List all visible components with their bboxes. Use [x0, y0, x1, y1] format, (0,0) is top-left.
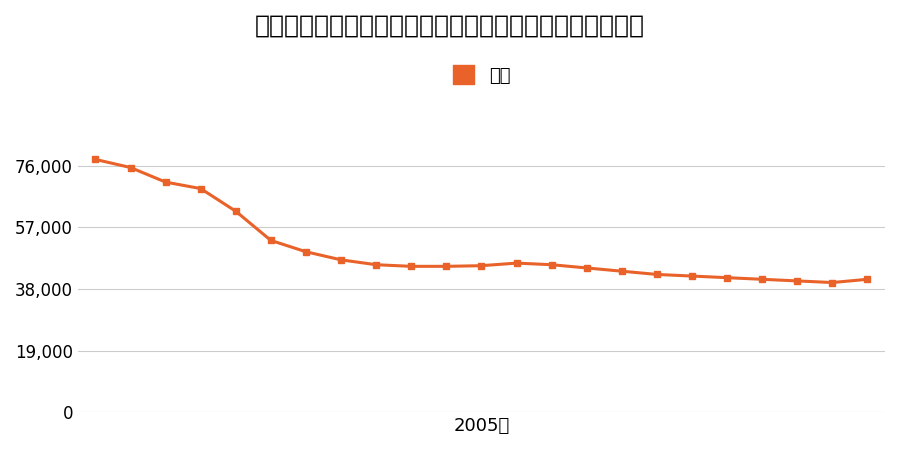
Text: 滋賀県蒲生郡竜王町大字山面字向山３５番２６の地価推移: 滋賀県蒲生郡竜王町大字山面字向山３５番２６の地価推移 — [255, 14, 645, 37]
Legend: 価格: 価格 — [446, 58, 518, 92]
